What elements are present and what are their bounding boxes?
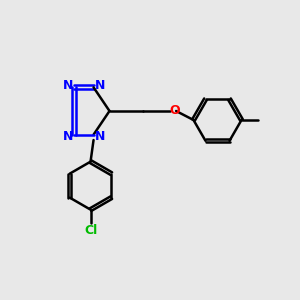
Text: O: O (169, 104, 180, 118)
Text: N: N (95, 80, 105, 92)
Text: N: N (63, 130, 73, 142)
Text: N: N (95, 130, 105, 142)
Text: N: N (63, 80, 73, 92)
Text: Cl: Cl (84, 224, 97, 237)
